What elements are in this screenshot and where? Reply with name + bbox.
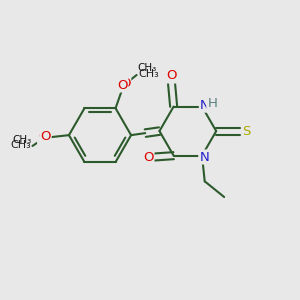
- Text: S: S: [242, 124, 251, 138]
- Text: O: O: [143, 151, 154, 164]
- Text: CH₃: CH₃: [13, 135, 32, 145]
- Text: O: O: [38, 130, 49, 143]
- Text: O: O: [120, 77, 130, 90]
- Text: CH₃: CH₃: [138, 69, 159, 79]
- Text: N: N: [199, 151, 209, 164]
- Text: CH₃: CH₃: [11, 140, 31, 150]
- Text: O: O: [40, 130, 51, 143]
- Text: O: O: [166, 70, 177, 83]
- Text: H: H: [207, 97, 217, 110]
- Text: O: O: [117, 79, 128, 92]
- Text: CH₃: CH₃: [137, 63, 156, 74]
- Text: N: N: [200, 99, 210, 112]
